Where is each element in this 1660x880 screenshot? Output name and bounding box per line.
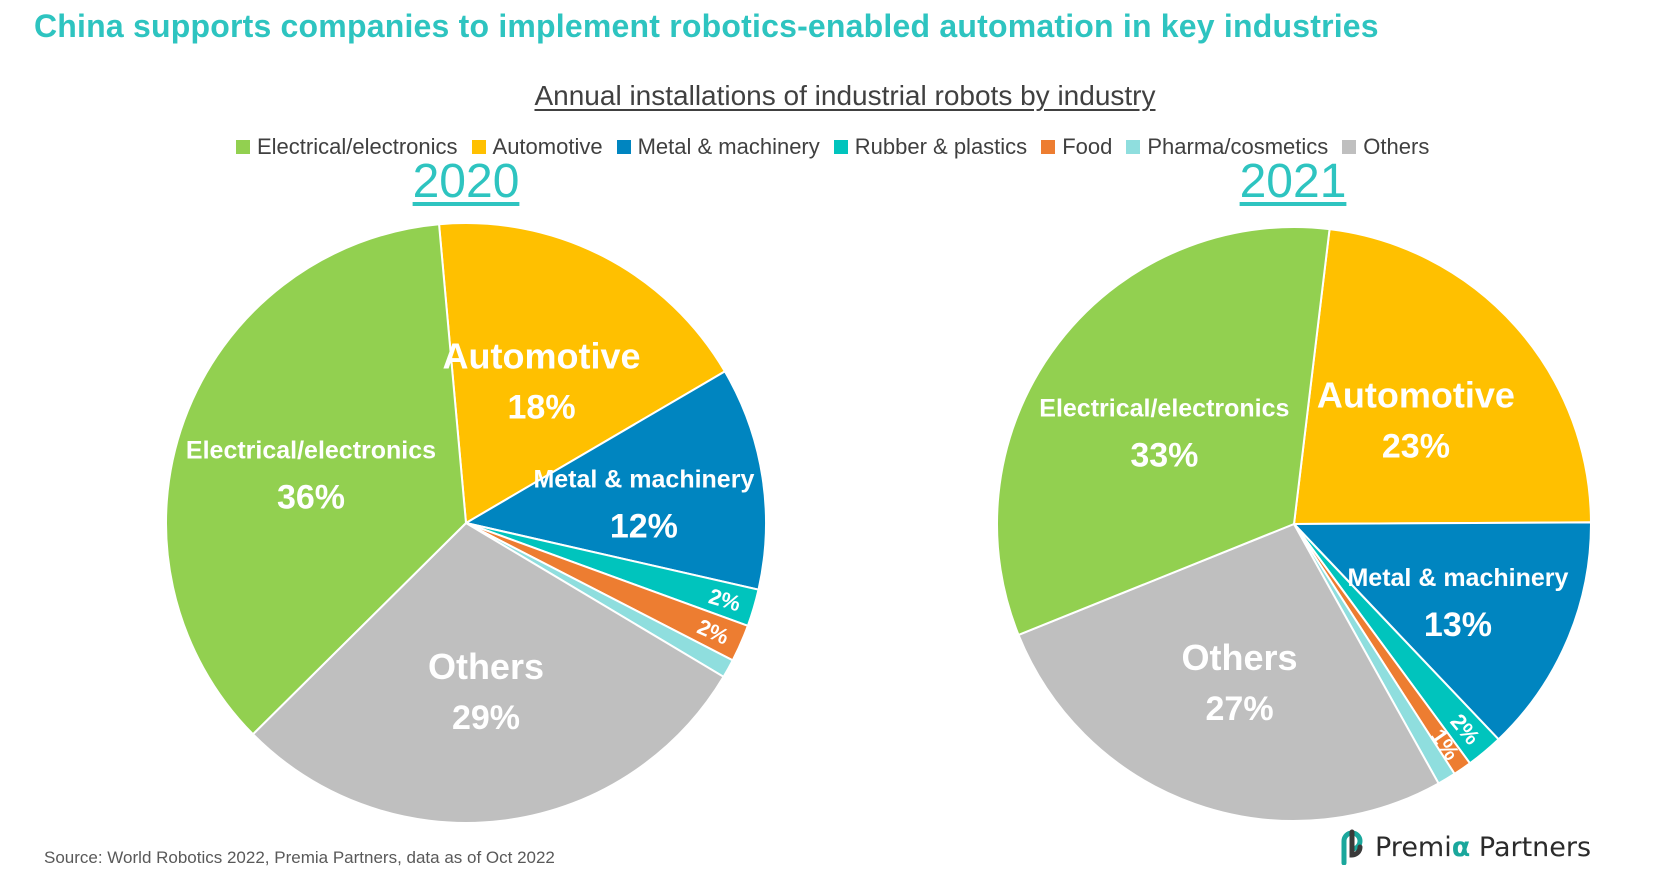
legend-swatch [236,140,250,154]
legend-label: Food [1062,134,1113,159]
page-title: China supports companies to implement ro… [34,8,1379,44]
legend-swatch [1126,140,1141,154]
legend-item-rubber: Rubber & plastics [833,134,1028,160]
legend-swatch [471,140,486,154]
legend-swatch [1342,140,1357,154]
slice-name-label: Others [428,646,544,687]
data-label: Automotive 18% [443,335,641,426]
slice-automotive [1292,228,1593,526]
slice-percent-label: 33% [1130,437,1198,475]
data-label: Metal & machinery 13% [1347,564,1568,644]
slice-name-label: Others [1182,637,1298,678]
slice-electrical-electronics [165,223,468,736]
slice-percent-label: 13% [1424,606,1492,644]
slice-percent-label: 12% [610,508,678,546]
legend-item-metal: Metal & machinery [616,134,820,160]
slice-name-label: Electrical/electronics [1039,395,1289,423]
slice-metal-machinery [463,370,767,591]
premia-partners-logo: Premiα Partners [1335,829,1591,865]
slice-others [1017,522,1440,822]
logo-text: Premiα Partners [1375,831,1592,863]
slice-name-label: Metal & machinery [1347,564,1568,592]
slice-others [251,521,725,824]
slice-name-label: Electrical/electronics [186,436,436,464]
slice-automotive [437,222,727,525]
slice-name-label: Metal & machinery [533,466,754,494]
legend-swatch [616,140,631,154]
slice-name-label: Automotive [443,335,641,376]
legend-label: Others [1363,134,1430,159]
data-label: Others 29% [428,646,544,737]
legend-item-electrical: Electrical/electronics [236,134,458,160]
chart-title: Annual installations of industrial robot… [534,80,1156,111]
legend-item-automotive: Automotive [471,134,603,160]
data-label: Automotive 23% [1317,374,1515,465]
legend-item-food: Food [1041,134,1112,160]
slice-percent-label: 18% [508,388,576,426]
slice-name-label: Automotive [1317,374,1515,415]
slice-metal-machinery [1291,521,1593,741]
legend-item-pharma: Pharma/cosmetics [1126,134,1328,160]
legend-swatch [833,140,848,154]
data-label: Electrical/electronics 36% [186,436,436,516]
legend-label: Electrical/electronics [257,134,458,159]
legend: Electrical/electronics Automotive Metal … [236,132,1429,162]
legend-label: Metal & machinery [637,134,820,159]
legend-item-others: Others [1342,134,1429,160]
slice-percent-label: 23% [1382,427,1450,465]
source-note: Source: World Robotics 2022, Premia Part… [44,848,555,867]
legend-label: Pharma/cosmetics [1147,134,1329,159]
legend-label: Automotive [492,134,603,159]
slice-percent-label: 27% [1206,690,1274,728]
slice-electrical-electronics [996,226,1331,637]
slice-percent-label: 29% [452,699,520,737]
data-label: Others 27% [1182,637,1298,728]
legend-swatch [1041,140,1056,154]
slice-percent-label: 36% [277,478,345,516]
year-label-2020: 2020 [412,155,520,208]
premia-logo-icon [1341,829,1363,865]
year-label-2021: 2021 [1239,155,1347,208]
legend-label: Rubber & plastics [854,134,1028,159]
data-label: Electrical/electronics 33% [1039,395,1289,475]
data-label: Metal & machinery 12% [533,466,754,546]
